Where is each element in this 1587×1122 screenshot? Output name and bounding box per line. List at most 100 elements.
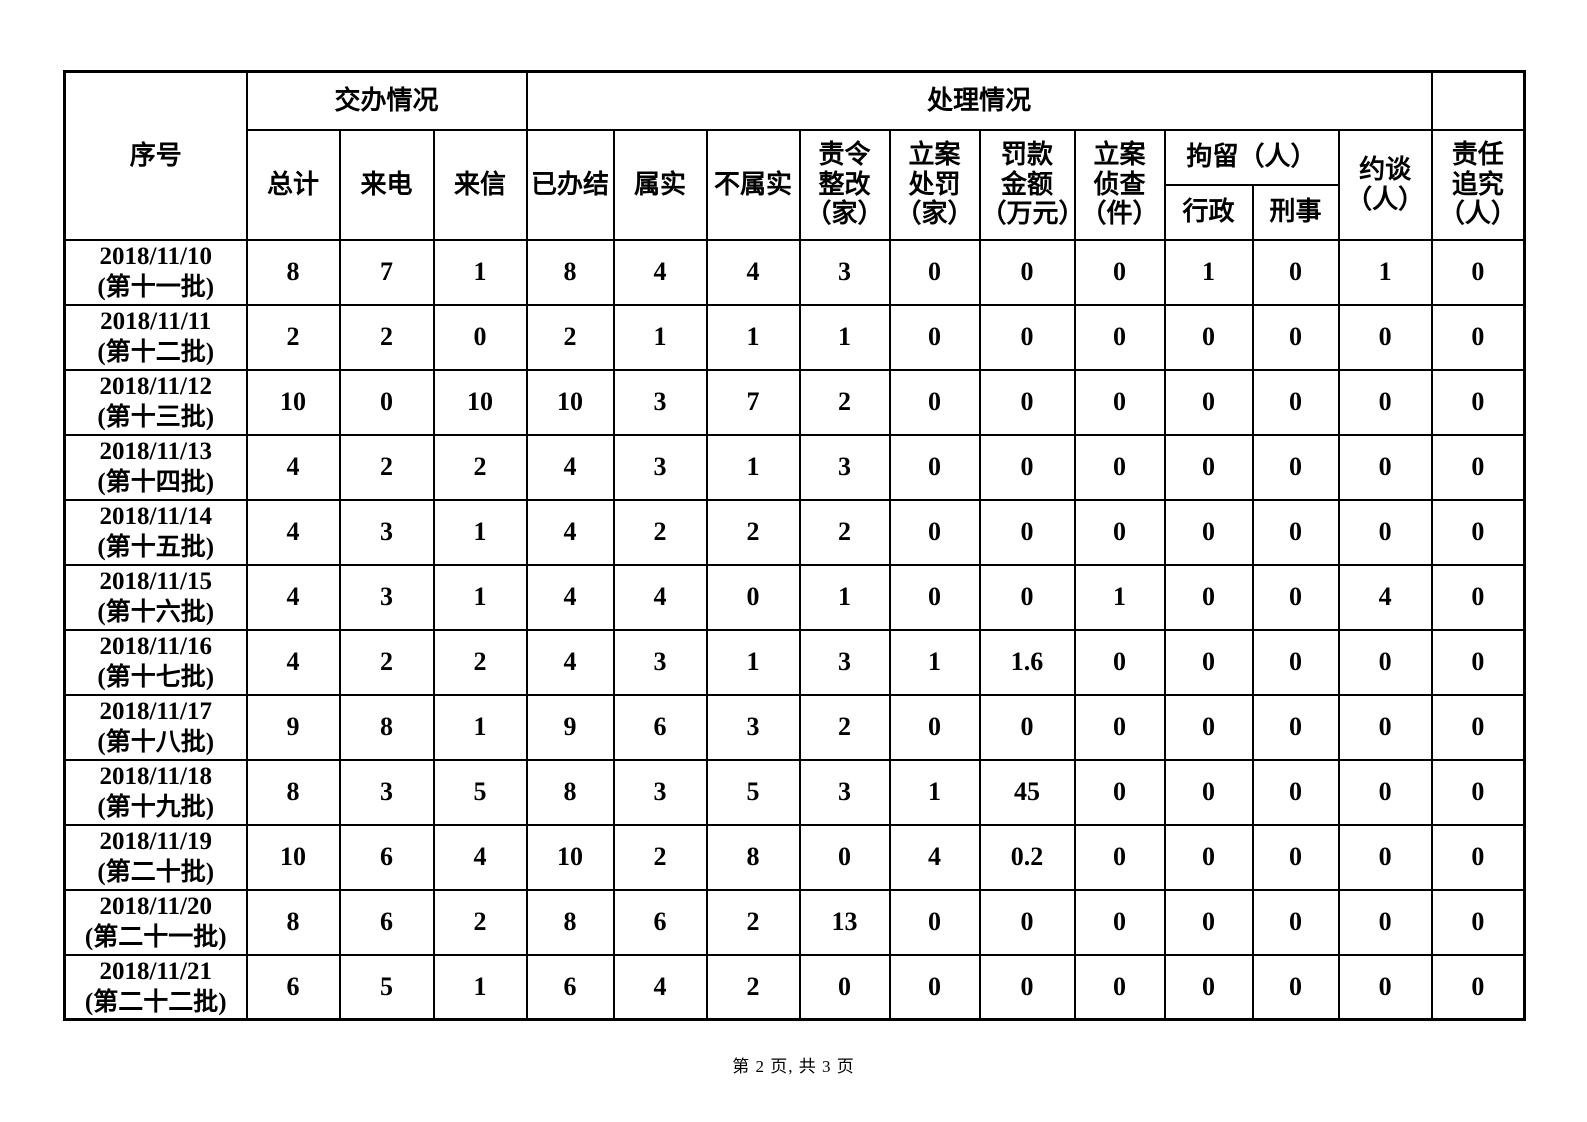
table-cell: 1 (888, 758, 981, 826)
row-date: 2018/11/16 (99, 632, 212, 660)
table-cell: 13 (798, 888, 891, 956)
table-cell: 8 (525, 888, 615, 956)
table-cell: 1 (705, 628, 801, 696)
table-cell: 0 (1163, 628, 1254, 696)
col-header-not-verified: 不属实 (705, 128, 801, 241)
table-cell: 8 (705, 823, 801, 891)
table-cell: 1 (705, 433, 801, 501)
table-cell: 0 (1163, 303, 1254, 371)
table-cell: 10 (245, 823, 341, 891)
col-header-rectify: 责令 整改 （家） (798, 128, 891, 241)
table-cell: 2 (798, 368, 891, 436)
col-header-fine: 罚款 金额 （万元） (978, 128, 1085, 241)
table-cell: 4 (525, 498, 615, 566)
table-cell: 0 (888, 368, 981, 436)
page-number-footer: 第 2 页, 共 3 页 (732, 1057, 855, 1076)
table-cell: 4 (245, 433, 341, 501)
table-cell: 0 (978, 498, 1076, 566)
table-cell: 6 (612, 693, 708, 761)
header-row-columns: 总计 来电 来信 已办结 属实 不属实 责令 整改 （家） 立案 处罚 （家） … (65, 128, 1526, 241)
row-date: 2018/11/11 (100, 307, 212, 335)
table-cell: 3 (798, 758, 891, 826)
table-cell: 1 (432, 953, 528, 1021)
table-cell: 4 (525, 433, 615, 501)
table-cell: 8 (245, 888, 341, 956)
table-cell: 1 (888, 628, 981, 696)
row-batch: (第十五批) (97, 534, 215, 561)
table-cell: 0 (1251, 368, 1340, 436)
row-serial: 2018/11/11 (第十二批) (63, 303, 248, 371)
row-batch: (第十三批) (97, 404, 215, 431)
row-serial: 2018/11/21 (第二十二批) (63, 953, 248, 1021)
row-date: 2018/11/17 (99, 697, 212, 725)
col-header-total: 总计 (245, 128, 341, 241)
row-serial: 2018/11/14 (第十五批) (63, 498, 248, 566)
table-cell: 0 (1430, 303, 1526, 371)
table-cell: 0 (1073, 758, 1166, 826)
table-cell: 4 (705, 238, 801, 306)
table-cell: 0 (1430, 628, 1526, 696)
table-cell: 0 (888, 498, 981, 566)
table-cell: 1 (798, 563, 891, 631)
table-cell: 0 (432, 303, 528, 371)
table-cell: 0 (1337, 628, 1433, 696)
table-cell: 2 (612, 498, 708, 566)
table-cell: 0 (1337, 433, 1433, 501)
table-cell: 0 (705, 563, 801, 631)
table-cell: 2 (798, 693, 891, 761)
table-cell: 3 (338, 563, 435, 631)
row-batch: (第二十一批) (84, 924, 227, 951)
table-cell: 4 (525, 563, 615, 631)
row-batch: (第十四批) (97, 469, 215, 496)
table-cell: 4 (612, 238, 708, 306)
table-cell: 10 (525, 823, 615, 891)
table-cell: 1 (705, 303, 801, 371)
table-cell: 0 (1337, 758, 1433, 826)
table-cell: 2 (525, 303, 615, 371)
table-cell: 0 (1430, 368, 1526, 436)
table-cell: 7 (705, 368, 801, 436)
table-cell: 0 (1251, 238, 1340, 306)
row-serial: 2018/11/16 (第十七批) (63, 628, 248, 696)
table-cell: 0 (1251, 953, 1340, 1021)
table-cell: 0 (1430, 953, 1526, 1021)
table-cell: 0 (338, 368, 435, 436)
table-cell: 0 (1163, 953, 1254, 1021)
table-cell: 4 (612, 953, 708, 1021)
table-cell: 0 (1430, 758, 1526, 826)
table-cell: 0 (978, 238, 1076, 306)
table-cell: 3 (338, 758, 435, 826)
row-serial: 2018/11/20 (第二十一批) (63, 888, 248, 956)
table-cell: 5 (338, 953, 435, 1021)
row-batch: (第十七批) (97, 664, 215, 691)
row-batch: (第十二批) (97, 339, 215, 366)
table-cell: 0 (1337, 498, 1433, 566)
col-header-interview: 约谈 （人） (1337, 128, 1433, 241)
table-row: 2018/11/19 (第二十批) 10 6 4 10 2 8 0 4 0.2 0 0 0 0 0 (63, 823, 1526, 891)
row-serial: 2018/11/15 (第十六批) (63, 563, 248, 631)
table-cell: 3 (612, 628, 708, 696)
table-cell: 0 (1073, 823, 1166, 891)
table-cell: 3 (612, 758, 708, 826)
table-cell: 0 (978, 563, 1076, 631)
table-cell: 8 (525, 758, 615, 826)
table-cell: 9 (245, 693, 341, 761)
table-cell: 1 (432, 563, 528, 631)
table-cell: 0 (1251, 693, 1340, 761)
table-cell: 0 (888, 303, 981, 371)
table-cell: 0 (1163, 498, 1254, 566)
table-cell: 1 (1337, 238, 1433, 306)
table-cell: 0 (1337, 888, 1433, 956)
col-header-completed: 已办结 (525, 128, 615, 241)
table-cell: 10 (525, 368, 615, 436)
table-cell: 0 (1073, 238, 1166, 306)
col-group-detention: 拘留（人） (1163, 128, 1340, 186)
table-cell: 8 (245, 238, 341, 306)
row-date: 2018/11/10 (99, 242, 212, 270)
table-cell: 0 (1163, 693, 1254, 761)
table-cell: 0 (1337, 303, 1433, 371)
